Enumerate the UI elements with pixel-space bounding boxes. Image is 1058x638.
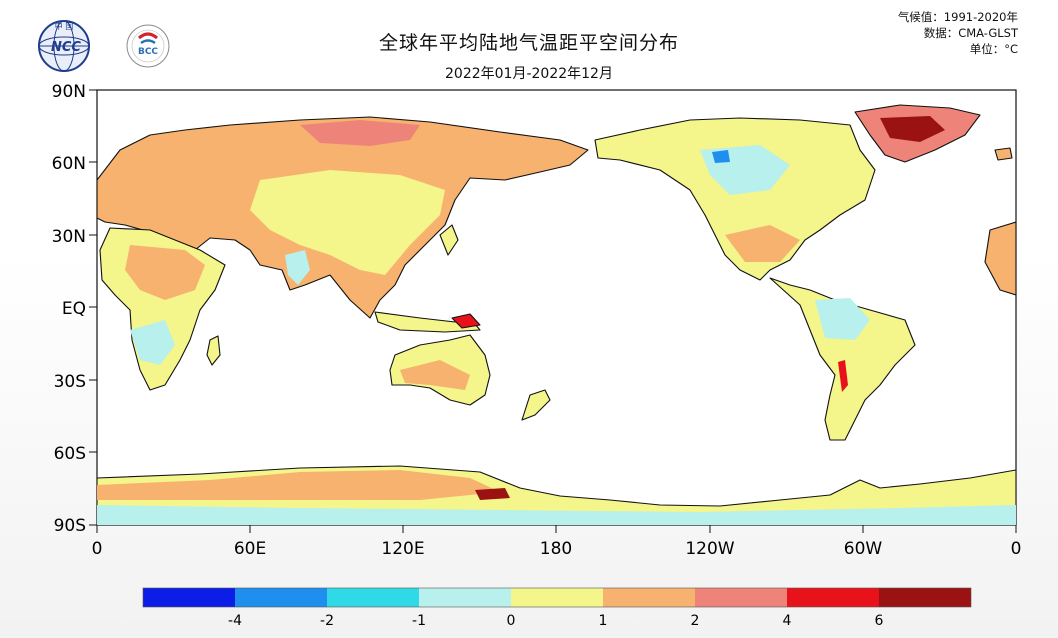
colorbar-swatch	[787, 588, 879, 607]
y-tick-label: 60S	[54, 444, 86, 464]
indonesia	[374, 311, 481, 333]
y-tick-label: 30S	[54, 372, 86, 392]
colorbar-tick-label: 4	[783, 613, 792, 629]
colorbar-swatch	[879, 588, 971, 607]
colorbar-swatch	[419, 588, 511, 607]
antarctica-orange-band	[97, 470, 500, 500]
new-zealand	[521, 389, 551, 421]
south-america-red-streak	[838, 360, 848, 392]
antarctica-darkred-spot	[475, 488, 510, 500]
colorbar-tick-label: 6	[875, 613, 884, 629]
land-anomaly-layer	[97, 104, 1016, 525]
map-title: 全球年平均陆地气温距平空间分布	[378, 32, 679, 54]
x-tick-label: 0	[1011, 539, 1022, 559]
y-tick-label: 90N	[52, 82, 86, 102]
africa-orange-patch	[125, 245, 205, 300]
y-tick-label: EQ	[62, 299, 86, 319]
antarctica-cyan-band	[97, 505, 1016, 525]
y-tick-label: 30N	[52, 227, 86, 247]
svg-text:中 国: 中 国	[55, 21, 74, 31]
colorbar-tick-label: -2	[320, 613, 334, 629]
colorbar-tick-label: 0	[507, 613, 516, 629]
dataset-text: 数据：CMA-GLST	[923, 26, 1018, 40]
x-axis: 0 60E 120E 180 120W 60W 0	[92, 525, 1022, 559]
metadata-block: 气候值：1991-2020年 数据：CMA-GLST 单位：°C	[898, 9, 1018, 57]
greenland-darkred-patch	[880, 116, 945, 142]
y-tick-label: 90S	[54, 516, 86, 536]
africa-wrap-right	[984, 221, 1016, 296]
x-tick-label: 180	[540, 539, 572, 559]
colorbar-tick-label: 2	[691, 613, 700, 629]
map-subtitle: 2022年01月-2022年12月	[445, 66, 613, 82]
x-tick-label: 0	[92, 539, 103, 559]
colorbar-swatch	[235, 588, 327, 607]
colorbar-tick-label: -1	[412, 613, 426, 629]
ncc-logo: 中 国 NCC	[38, 20, 90, 72]
north-america-landmass	[594, 117, 876, 281]
colorbar-swatch	[511, 588, 603, 607]
y-axis: 90N 60N 30N EQ 30S 60S 90S	[52, 82, 97, 536]
colorbar-swatch	[143, 588, 235, 607]
iceland	[994, 147, 1013, 161]
australia-orange-patch	[400, 360, 470, 390]
colorbar-tick-label: 1	[599, 613, 608, 629]
climate-normal-text: 气候值：1991-2020年	[897, 10, 1018, 24]
svg-text:NCC: NCC	[51, 40, 81, 55]
india-cyan-patch	[285, 250, 310, 285]
madagascar	[206, 335, 221, 366]
logo-group: 中 国 NCC BCC	[38, 20, 170, 72]
eurasia-yellow-patch	[250, 170, 445, 275]
svg-text:BCC: BCC	[138, 47, 158, 57]
colorbar-outline	[142, 587, 972, 608]
x-tick-label: 60E	[234, 539, 266, 559]
south-america-cyan-patch	[815, 298, 870, 340]
bcc-logo: BCC	[126, 24, 170, 68]
japan	[439, 224, 459, 256]
y-tick-label: 60N	[52, 154, 86, 174]
unit-text: 单位：°C	[969, 42, 1018, 56]
x-tick-label: 120E	[381, 539, 424, 559]
colorbar-labels: -4 -2 -1 0 1 2 4 6	[228, 613, 884, 629]
x-tick-label: 120W	[685, 539, 734, 559]
new-guinea-red	[451, 313, 481, 329]
colorbar-swatch	[603, 588, 695, 607]
colorbar	[142, 587, 972, 608]
siberia-red-patch	[300, 120, 420, 146]
us-orange-patch	[725, 225, 800, 262]
africa-cyan-patch	[130, 320, 175, 365]
canada-blue-spot	[712, 150, 730, 163]
x-tick-label: 60W	[844, 539, 883, 559]
colorbar-swatch	[695, 588, 787, 607]
colorbar-tick-label: -4	[228, 613, 242, 629]
colorbar-swatch	[327, 588, 419, 607]
